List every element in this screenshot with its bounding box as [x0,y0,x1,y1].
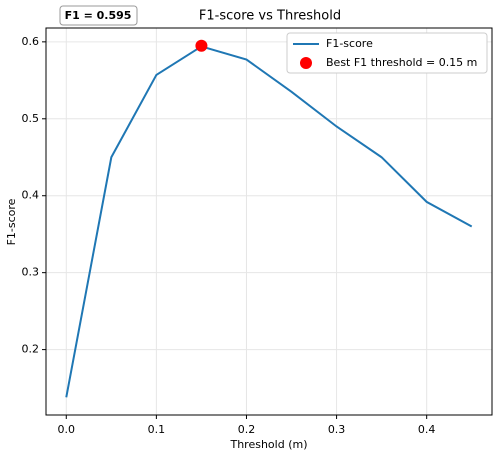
y-tick-label: 0.6 [22,35,40,48]
x-tick-label: 0.1 [148,423,166,436]
y-tick-label: 0.5 [22,112,40,125]
x-tick-label: 0.4 [418,423,436,436]
x-tick-label: 0.0 [58,423,76,436]
legend-label: Best F1 threshold = 0.15 m [326,56,477,69]
legend-swatch [300,57,312,69]
best-point [195,39,208,52]
annotation: F1 = 0.595 [65,9,132,22]
y-tick-label: 0.4 [22,189,40,202]
plot-frame [45,27,493,416]
y-tick-label: 0.3 [22,266,40,279]
legend-box [286,32,488,74]
x-tick-label: 0.3 [328,423,346,436]
f1-line [65,45,473,398]
x-axis-label: Threshold (m) [229,438,307,451]
legend-label: F1-score [326,37,373,50]
x-tick-label: 0.2 [238,423,256,436]
chart-title: F1-score vs Threshold [199,9,341,24]
y-tick-label: 0.2 [22,343,40,356]
y-axis-label: F1-score [5,198,18,245]
annotation-box [59,5,138,26]
